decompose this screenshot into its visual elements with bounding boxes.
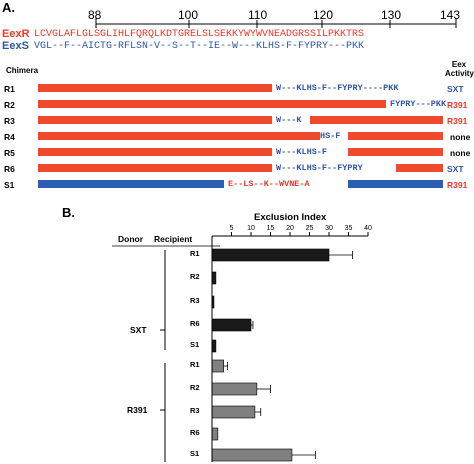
x-tick-label: 25 — [306, 225, 314, 232]
donor-header: Donor — [118, 234, 144, 244]
ruler-number: 130 — [381, 8, 402, 22]
bar-r391-r2 — [211, 382, 258, 396]
activity-value: SXT — [447, 84, 464, 94]
activity-value: none — [450, 132, 471, 142]
eexs-fragment: W---KLHS-F — [276, 147, 328, 157]
eexr-segment — [38, 116, 272, 124]
x-tick-label: 30 — [325, 225, 333, 232]
activity-value: R391 — [447, 116, 468, 126]
panel-b-label: B. — [62, 205, 75, 220]
bar-sxt-s1 — [211, 339, 217, 353]
eexr-segment — [348, 148, 443, 156]
recipient-label: S1 — [190, 449, 200, 458]
activity-value: R391 — [447, 180, 468, 190]
x-tick-label: 15 — [267, 225, 275, 232]
donor-label-sxt: SXT — [130, 325, 147, 335]
sequence-ruler — [95, 18, 457, 28]
recipient-label: R2 — [190, 383, 200, 392]
eexr-segment — [38, 132, 320, 140]
eexs-sequence: VGL--F--AICTG-RFLSN-V--S--T--IE--W---KLH… — [34, 41, 365, 52]
ruler-number: 110 — [248, 8, 268, 22]
ruler-number: 88 — [88, 8, 102, 22]
bar-r391-r3 — [211, 405, 256, 419]
ruler-number: 100 — [178, 8, 199, 22]
bar-sxt-r6 — [211, 318, 252, 332]
chimera-row-label: R1 — [4, 84, 15, 94]
chimera-header: Chimera — [6, 66, 39, 75]
recipient-label: R3 — [190, 296, 200, 305]
chimera-row-label: S1 — [4, 180, 15, 190]
ruler-number: 120 — [313, 8, 334, 22]
recipient-label: R1 — [190, 249, 200, 258]
eexs-fragment: W---KLHS-F--FYPRY — [276, 163, 363, 173]
x-tick-label: 20 — [286, 225, 294, 232]
activity-value: SXT — [447, 164, 464, 174]
x-tick-label: 5 — [230, 225, 234, 232]
eexr-segment — [38, 148, 272, 156]
panel-a-label: A. — [2, 0, 15, 15]
activity-value: R391 — [447, 100, 468, 110]
recipient-label: S1 — [190, 340, 200, 349]
eexr-segment — [38, 164, 272, 172]
chimera-row-label: R3 — [4, 116, 15, 126]
chimera-row-label: R2 — [4, 100, 15, 110]
eexr-label: EexR — [2, 28, 30, 40]
activity-value: none — [450, 148, 471, 158]
eexr-segment — [348, 132, 443, 140]
eexs-fragment: W---K — [276, 115, 302, 125]
activity-header: Eex Activity — [445, 60, 474, 78]
bar-r391-s1 — [211, 448, 293, 462]
eexs-fragment: W---KLHS-F--FYPRY----PKK — [276, 83, 399, 93]
eexs-fragment: FYPRY---PKK — [390, 99, 447, 109]
bar-r391-r1 — [211, 359, 224, 373]
eexr-segment — [38, 100, 386, 108]
eexs-label: EexS — [2, 40, 29, 52]
recipient-label: R2 — [190, 272, 200, 281]
recipient-label: R6 — [190, 319, 200, 328]
x-tick-label: 40 — [364, 225, 372, 232]
chimera-row-label: R6 — [4, 164, 15, 174]
recipient-label: R3 — [190, 406, 200, 415]
bar-sxt-r2 — [211, 271, 217, 285]
eexr-fragment: E--LS--K--WVNE-A — [228, 179, 310, 189]
recipient-label: R6 — [190, 428, 200, 437]
eexr-sequence: LCVGLAFLGLSGLIHLFQRQLKDTGRELSLSEKKYWYWVN… — [34, 29, 365, 40]
eexs-segment — [348, 180, 443, 188]
recipient-label: R1 — [190, 360, 200, 369]
eexr-segment — [396, 164, 443, 172]
eexr-segment — [38, 84, 272, 92]
x-tick-label: 10 — [247, 225, 255, 232]
chimera-row-label: R4 — [4, 132, 15, 142]
bar-sxt-r1 — [211, 248, 330, 262]
x-tick-label: 35 — [345, 225, 353, 232]
eexs-segment — [38, 180, 224, 188]
recipient-header: Recipient — [154, 234, 193, 244]
bar-r391-r6 — [211, 427, 219, 441]
eexr-segment — [310, 116, 443, 124]
eexs-fragment: HS-F — [320, 131, 341, 141]
donor-label-r391: R391 — [127, 405, 148, 415]
ruler-number: 143 — [440, 8, 461, 22]
chimera-row-label: R5 — [4, 148, 15, 158]
chart-title: Exclusion Index — [254, 212, 327, 223]
